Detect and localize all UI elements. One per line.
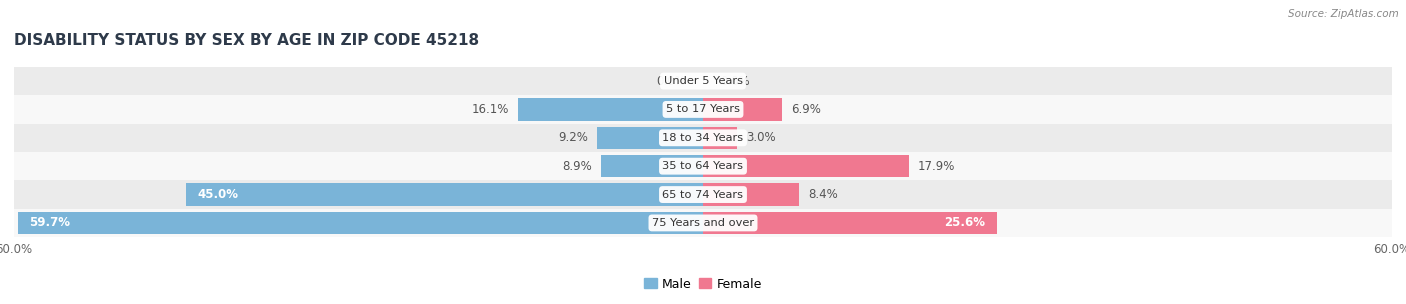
Text: 18 to 34 Years: 18 to 34 Years	[662, 133, 744, 143]
Text: 59.7%: 59.7%	[30, 216, 70, 230]
Bar	[598, 127, 703, 149]
Bar	[703, 184, 800, 206]
Bar	[600, 155, 703, 177]
Text: 35 to 64 Years: 35 to 64 Years	[662, 161, 744, 171]
Bar	[14, 209, 1392, 237]
Text: 5 to 17 Years: 5 to 17 Years	[666, 105, 740, 114]
Text: 75 Years and over: 75 Years and over	[652, 218, 754, 228]
Text: 8.9%: 8.9%	[562, 160, 592, 173]
Bar	[703, 212, 997, 234]
Bar	[703, 155, 908, 177]
Text: DISABILITY STATUS BY SEX BY AGE IN ZIP CODE 45218: DISABILITY STATUS BY SEX BY AGE IN ZIP C…	[14, 33, 479, 48]
Bar	[14, 124, 1392, 152]
Bar	[703, 127, 738, 149]
Text: 9.2%: 9.2%	[558, 131, 588, 144]
Text: Source: ZipAtlas.com: Source: ZipAtlas.com	[1288, 9, 1399, 19]
Bar	[14, 180, 1392, 209]
Text: 16.1%: 16.1%	[471, 103, 509, 116]
Text: 3.0%: 3.0%	[747, 131, 776, 144]
Bar	[14, 67, 1392, 95]
Bar	[703, 98, 782, 120]
Legend: Male, Female: Male, Female	[640, 273, 766, 295]
Text: 8.4%: 8.4%	[808, 188, 838, 201]
Text: 0.0%: 0.0%	[657, 74, 686, 88]
Text: Under 5 Years: Under 5 Years	[664, 76, 742, 86]
Bar	[17, 212, 703, 234]
Text: 25.6%: 25.6%	[945, 216, 986, 230]
Text: 17.9%: 17.9%	[918, 160, 955, 173]
Bar	[14, 95, 1392, 124]
Text: 45.0%: 45.0%	[198, 188, 239, 201]
Text: 6.9%: 6.9%	[792, 103, 821, 116]
Bar	[186, 184, 703, 206]
Text: 65 to 74 Years: 65 to 74 Years	[662, 190, 744, 199]
Bar	[519, 98, 703, 120]
Text: 0.0%: 0.0%	[720, 74, 749, 88]
Bar	[14, 152, 1392, 180]
